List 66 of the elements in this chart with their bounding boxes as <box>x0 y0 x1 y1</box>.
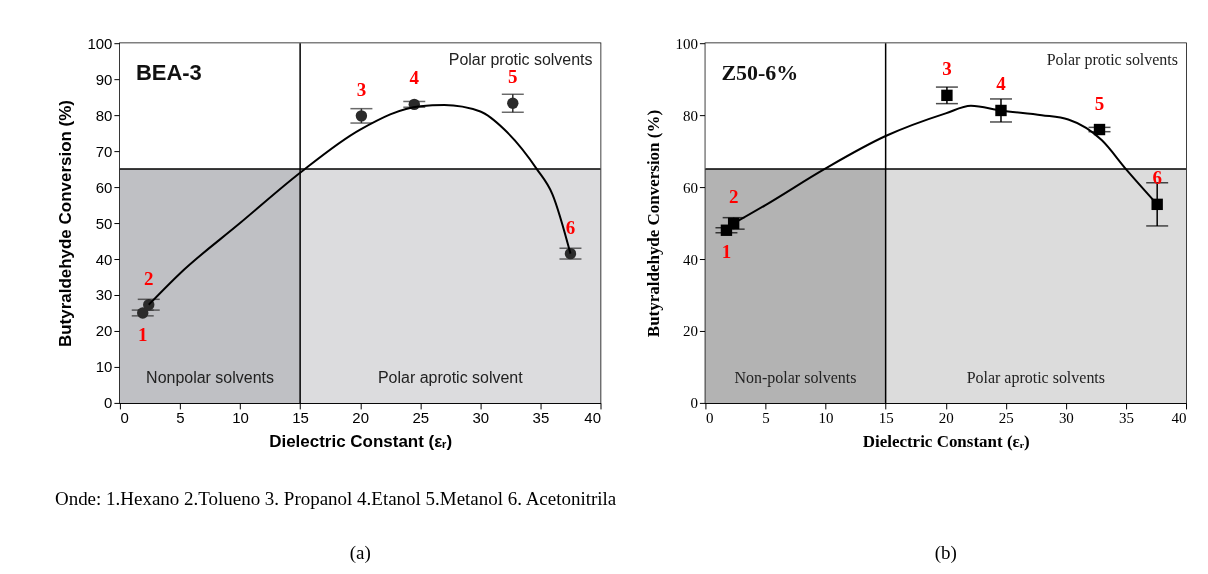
x-axis-title: Dielectric Constant (εᵣ) <box>269 432 453 452</box>
annotation: 3 <box>356 78 367 100</box>
y-tick-label: 40 <box>682 251 698 268</box>
x-tick-label: 0 <box>120 409 129 427</box>
x-tick-label: 0 <box>705 410 714 427</box>
x-tick-label: 40 <box>1171 410 1187 427</box>
x-tick-label: 15 <box>878 410 894 427</box>
x-tick-label: 25 <box>998 410 1014 427</box>
y-axis-title: Butyraldehyde Conversion (%) <box>644 109 664 338</box>
y-axis-title: Butyraldehyde Conversion (%) <box>56 100 76 348</box>
y-tick-label: 100 <box>675 35 698 52</box>
y-tick-label: 70 <box>95 142 113 160</box>
point <box>355 110 368 122</box>
band-label: Polar aprotic solvents <box>966 368 1106 387</box>
x-tick-label: 40 <box>584 409 601 427</box>
band-label: Non-polar solvents <box>734 368 857 387</box>
y-tick-label: 20 <box>682 323 698 340</box>
x-tick-label: 30 <box>472 409 490 427</box>
point <box>137 307 149 319</box>
annotation: 1 <box>721 241 732 263</box>
x-tick-label: 5 <box>762 410 770 427</box>
point <box>507 97 519 109</box>
x-tick-label: 15 <box>292 409 309 427</box>
y-tick-label: 0 <box>104 394 113 412</box>
y-tick-label: 60 <box>95 178 113 196</box>
annotation: 6 <box>565 216 576 238</box>
point <box>1093 123 1106 136</box>
band-label: Nonpolar solvents <box>146 368 274 386</box>
x-tick-label: 35 <box>1118 410 1134 427</box>
y-tick-label: 20 <box>95 322 113 340</box>
x-tick-label: 20 <box>352 409 370 427</box>
y-tick-label: 80 <box>682 107 698 124</box>
band-label: Polar aprotic solvent <box>377 368 524 386</box>
text: (a) <box>349 541 371 564</box>
text: (b) <box>934 541 957 564</box>
annotation: 5 <box>1094 92 1105 114</box>
y-tick-label: 40 <box>95 250 113 268</box>
band-label: Polar protic solvents <box>448 51 593 69</box>
x-tick-label: 5 <box>176 409 185 427</box>
annotation: 4 <box>409 67 420 89</box>
annotation: 2 <box>728 186 739 208</box>
annotation: 2 <box>143 267 154 289</box>
x-tick-label: 30 <box>1058 410 1074 427</box>
annotation: 1 <box>137 323 148 345</box>
text: Onde: 1.Hexano 2.Tolueno 3. Propanol 4.Etanol 5.Metanol 6. Acetonitrila <box>54 487 617 509</box>
y-tick-label: 0 <box>690 395 698 412</box>
point <box>941 89 953 102</box>
x-tick-label: 10 <box>232 409 249 427</box>
band-label: Polar protic solvents <box>1046 51 1179 70</box>
text: BEA-3 <box>135 60 202 86</box>
text: Z50-6% <box>721 60 799 86</box>
x-tick-label: 20 <box>938 410 954 427</box>
x-tick-label: 10 <box>818 410 834 427</box>
y-tick-label: 80 <box>95 106 113 124</box>
annotation: 5 <box>508 66 518 88</box>
y-tick-label: 30 <box>95 286 113 304</box>
annotation: 4 <box>996 73 1007 95</box>
x-axis-title: Dielectric Constant (εᵣ) <box>862 432 1030 452</box>
y-tick-label: 50 <box>95 214 113 232</box>
y-tick-label: 100 <box>87 34 113 52</box>
y-tick-label: 10 <box>95 358 113 376</box>
y-tick-label: 60 <box>682 179 698 196</box>
annotation: 3 <box>942 58 952 80</box>
x-tick-label: 25 <box>412 409 430 427</box>
x-tick-label: 35 <box>532 409 550 427</box>
y-tick-label: 90 <box>95 70 113 88</box>
